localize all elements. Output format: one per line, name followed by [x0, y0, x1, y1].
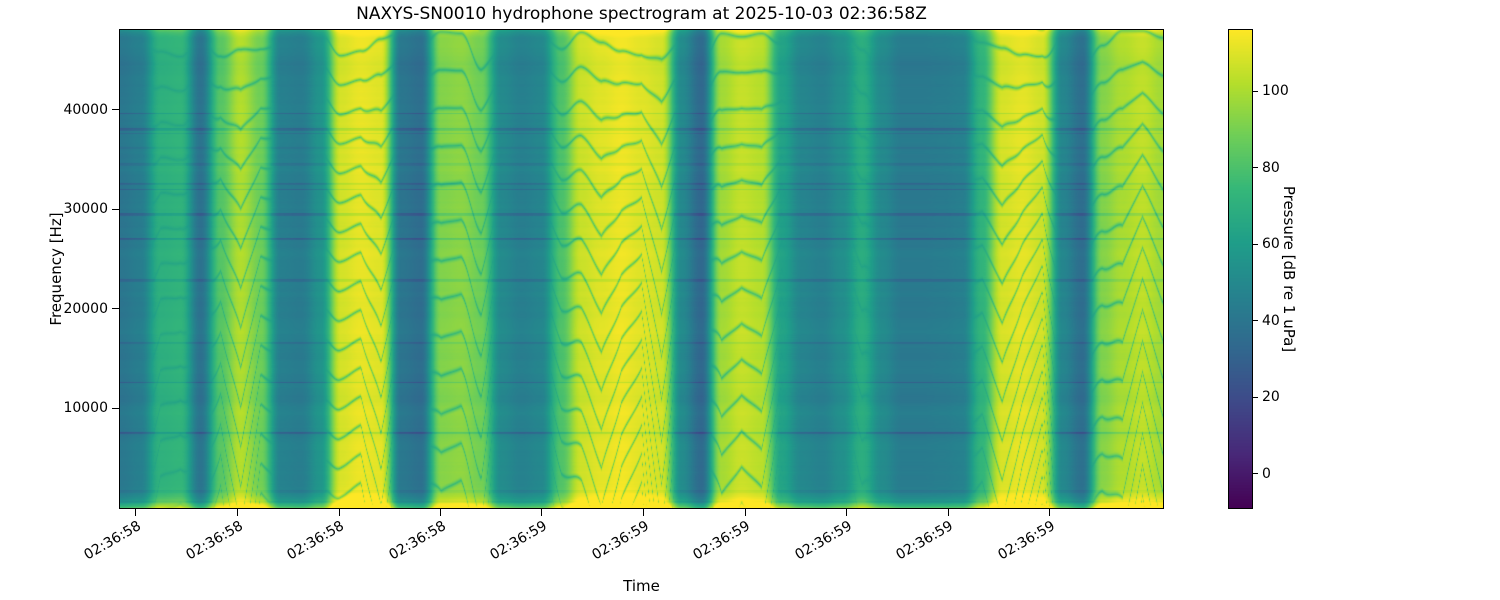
colorbar-label: Pressure [dB re 1 uPa]	[1280, 185, 1298, 353]
x-tick-mark	[541, 509, 543, 516]
x-tick-mark	[236, 509, 238, 516]
x-tick-label: 02:36:59	[487, 518, 550, 564]
chart-title: NAXYS-SN0010 hydrophone spectrogram at 2…	[356, 4, 927, 24]
x-tick-mark	[1049, 509, 1051, 516]
spectrogram-heatmap-canvas	[120, 30, 1163, 508]
y-tick-mark	[112, 109, 119, 111]
x-tick-label: 02:36:59	[893, 518, 957, 564]
x-tick-mark	[846, 509, 848, 516]
x-tick-mark	[642, 509, 644, 516]
y-tick-label: 20000	[63, 300, 108, 317]
x-axis-label: Time	[623, 577, 660, 595]
colorbar-tick-mark	[1252, 396, 1258, 398]
colorbar-tick-label: 0	[1262, 465, 1271, 482]
colorbar-tick-label: 40	[1262, 312, 1280, 329]
y-tick-mark	[112, 208, 119, 210]
x-tick-label: 02:36:58	[386, 518, 449, 564]
x-tick-mark	[338, 509, 340, 516]
y-axis-label: Frequency [Hz]	[47, 212, 65, 326]
colorbar	[1228, 29, 1253, 509]
y-tick-label: 40000	[63, 101, 108, 118]
y-tick-label: 10000	[63, 400, 108, 417]
x-tick-mark	[947, 509, 949, 516]
colorbar-tick-mark	[1252, 473, 1258, 475]
x-tick-label: 02:36:59	[589, 518, 652, 564]
x-tick-label: 02:36:59	[792, 518, 855, 564]
x-tick-label: 02:36:58	[284, 518, 348, 564]
colorbar-tick-mark	[1252, 243, 1258, 245]
y-tick-label: 30000	[63, 201, 108, 218]
y-tick-mark	[112, 308, 119, 310]
x-tick-mark	[135, 509, 137, 516]
x-tick-label: 02:36:58	[81, 518, 144, 564]
colorbar-tick-mark	[1252, 320, 1258, 322]
x-tick-label: 02:36:58	[182, 518, 246, 564]
colorbar-tick-label: 60	[1262, 236, 1280, 253]
colorbar-gradient-canvas	[1229, 30, 1252, 508]
colorbar-tick-label: 100	[1262, 83, 1289, 100]
colorbar-tick-label: 80	[1262, 159, 1280, 176]
x-tick-mark	[744, 509, 746, 516]
x-tick-label: 02:36:59	[995, 518, 1058, 564]
colorbar-tick-mark	[1252, 90, 1258, 92]
x-tick-mark	[440, 509, 441, 516]
y-tick-mark	[112, 407, 119, 409]
plot-area	[119, 29, 1164, 509]
x-tick-label: 02:36:59	[690, 518, 754, 564]
colorbar-tick-label: 20	[1262, 389, 1280, 406]
colorbar-tick-mark	[1252, 167, 1258, 169]
